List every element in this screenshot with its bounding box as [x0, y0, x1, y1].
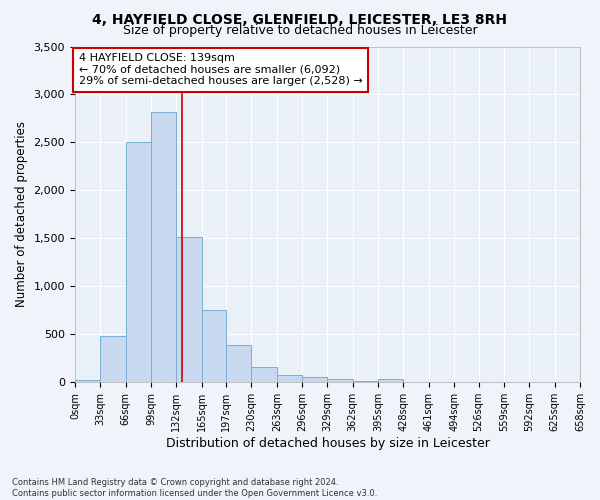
Text: 4 HAYFIELD CLOSE: 139sqm
← 70% of detached houses are smaller (6,092)
29% of sem: 4 HAYFIELD CLOSE: 139sqm ← 70% of detach…	[79, 53, 362, 86]
X-axis label: Distribution of detached houses by size in Leicester: Distribution of detached houses by size …	[166, 437, 490, 450]
Bar	[328, 378, 353, 382]
Text: Contains HM Land Registry data © Crown copyright and database right 2024.
Contai: Contains HM Land Registry data © Crown c…	[12, 478, 377, 498]
Bar	[202, 310, 226, 382]
Text: Size of property relative to detached houses in Leicester: Size of property relative to detached ho…	[122, 24, 478, 37]
Bar	[302, 377, 328, 382]
Bar	[176, 238, 202, 382]
Bar	[251, 368, 277, 382]
Bar	[125, 142, 151, 382]
Bar	[151, 112, 176, 382]
Text: 4, HAYFIELD CLOSE, GLENFIELD, LEICESTER, LE3 8RH: 4, HAYFIELD CLOSE, GLENFIELD, LEICESTER,…	[92, 12, 508, 26]
Bar	[277, 375, 302, 382]
Bar	[378, 378, 403, 382]
Bar	[75, 380, 100, 382]
Y-axis label: Number of detached properties: Number of detached properties	[15, 122, 28, 308]
Bar	[226, 345, 251, 383]
Bar	[100, 336, 125, 382]
